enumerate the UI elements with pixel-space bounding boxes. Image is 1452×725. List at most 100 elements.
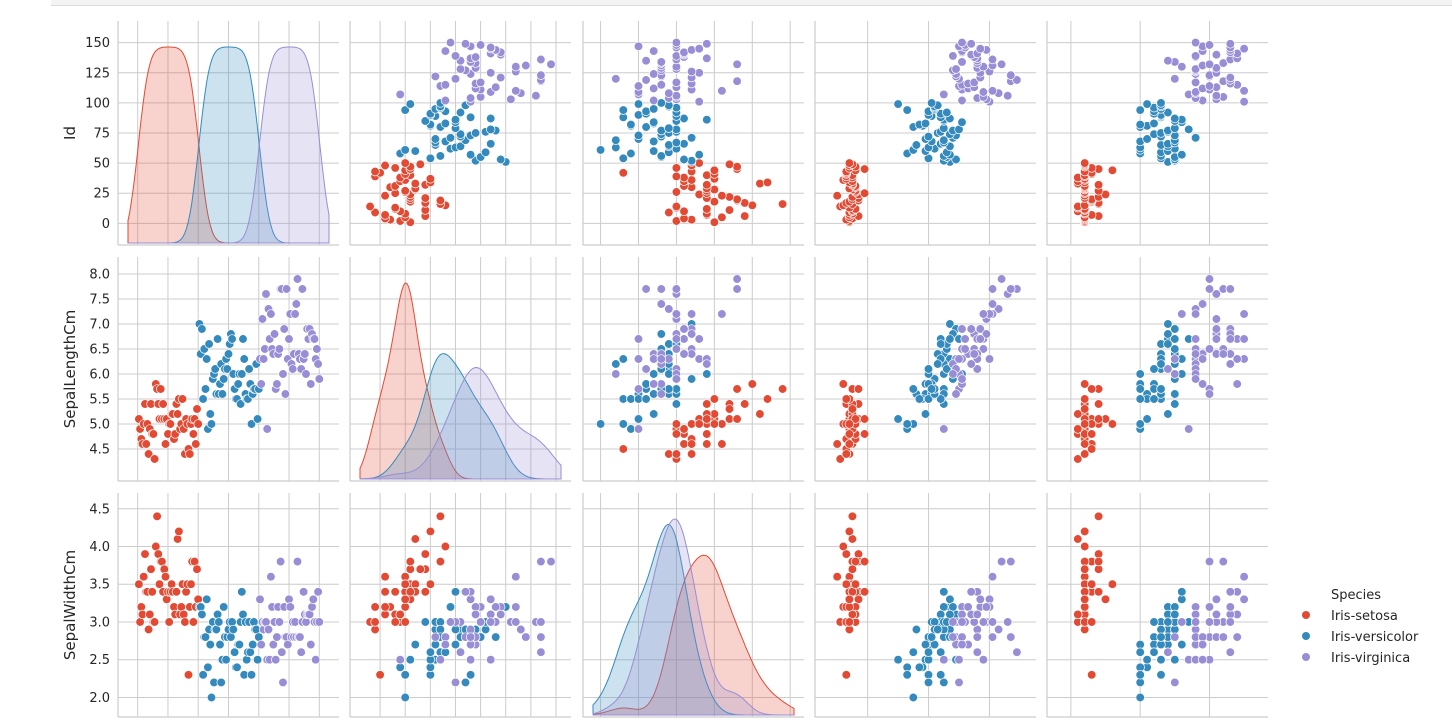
point-Iris-setosa bbox=[1093, 414, 1104, 424]
point-Iris-versicolor bbox=[246, 419, 257, 429]
point-Iris-virginica bbox=[984, 354, 995, 364]
point-Iris-virginica bbox=[633, 41, 644, 51]
point-Iris-virginica bbox=[496, 609, 506, 620]
point-Iris-versicolor bbox=[1190, 133, 1201, 143]
point-Iris-setosa bbox=[717, 212, 727, 222]
point-Iris-virginica bbox=[511, 572, 521, 582]
point-Iris-virginica bbox=[313, 587, 323, 597]
point-Iris-virginica bbox=[1225, 602, 1235, 612]
point-Iris-versicolor bbox=[1184, 124, 1194, 135]
point-Iris-setosa bbox=[141, 439, 151, 449]
point-Iris-setosa bbox=[440, 541, 451, 552]
point-Iris-versicolor bbox=[435, 151, 446, 161]
point-Iris-versicolor bbox=[216, 677, 226, 688]
point-Iris-virginica bbox=[656, 299, 666, 309]
point-Iris-setosa bbox=[679, 172, 689, 183]
y-axis-label-sepal-width: SepalWidthCm bbox=[61, 550, 79, 660]
point-Iris-versicolor bbox=[656, 151, 666, 161]
point-Iris-virginica bbox=[978, 617, 989, 627]
point-Iris-virginica bbox=[274, 617, 285, 627]
point-Iris-setosa bbox=[140, 549, 150, 559]
point-Iris-virginica bbox=[981, 329, 992, 339]
point-Iris-versicolor bbox=[1163, 319, 1173, 329]
point-Iris-setosa bbox=[1087, 444, 1097, 454]
point-Iris-virginica bbox=[633, 334, 644, 344]
point-Iris-virginica bbox=[1204, 274, 1215, 284]
point-Iris-versicolor bbox=[1149, 394, 1159, 404]
point-Iris-virginica bbox=[486, 68, 496, 78]
point-Iris-setosa bbox=[664, 207, 674, 218]
point-Iris-versicolor bbox=[933, 359, 943, 369]
point-Iris-virginica bbox=[954, 677, 964, 688]
point-Iris-setosa bbox=[618, 444, 628, 454]
point-Iris-setosa bbox=[838, 379, 848, 389]
point-Iris-virginica bbox=[1006, 556, 1016, 567]
point-Iris-virginica bbox=[972, 364, 982, 374]
point-Iris-setosa bbox=[844, 439, 855, 449]
point-Iris-setosa bbox=[1087, 429, 1097, 439]
point-Iris-setosa bbox=[679, 206, 689, 216]
point-Iris-virginica bbox=[297, 284, 308, 294]
point-Iris-virginica bbox=[311, 655, 321, 665]
point-Iris-setosa bbox=[709, 419, 720, 429]
y-tick-label: 4.0 bbox=[89, 540, 110, 555]
point-Iris-versicolor bbox=[200, 632, 211, 642]
point-Iris-virginica bbox=[954, 354, 964, 364]
point-Iris-versicolor bbox=[237, 369, 247, 379]
point-Iris-virginica bbox=[694, 334, 704, 344]
point-Iris-setosa bbox=[148, 429, 159, 439]
point-Iris-virginica bbox=[435, 655, 446, 665]
point-Iris-virginica bbox=[656, 284, 666, 294]
point-Iris-virginica bbox=[1204, 602, 1215, 612]
point-Iris-versicolor bbox=[957, 117, 967, 127]
point-Iris-setosa bbox=[859, 188, 870, 198]
point-Iris-setosa bbox=[853, 384, 864, 394]
point-Iris-virginica bbox=[279, 324, 289, 334]
point-Iris-virginica bbox=[460, 587, 471, 597]
point-Iris-versicolor bbox=[405, 655, 415, 665]
point-Iris-versicolor bbox=[926, 384, 937, 394]
point-Iris-versicolor bbox=[923, 131, 934, 142]
point-Iris-virginica bbox=[256, 639, 266, 650]
point-Iris-setosa bbox=[191, 439, 201, 449]
point-Iris-setosa bbox=[380, 602, 390, 612]
point-Iris-versicolor bbox=[1170, 113, 1180, 124]
point-Iris-versicolor bbox=[450, 639, 461, 650]
point-Iris-virginica bbox=[1225, 587, 1235, 597]
point-Iris-virginica bbox=[1204, 81, 1215, 91]
point-Iris-virginica bbox=[1204, 556, 1215, 567]
point-Iris-setosa bbox=[724, 404, 735, 414]
point-Iris-setosa bbox=[1087, 384, 1097, 394]
point-Iris-setosa bbox=[1080, 419, 1090, 429]
point-Iris-setosa bbox=[841, 549, 851, 559]
point-Iris-virginica bbox=[1211, 609, 1222, 620]
point-Iris-versicolor bbox=[206, 692, 217, 703]
point-Iris-virginica bbox=[1190, 309, 1201, 319]
point-Iris-setosa bbox=[1073, 609, 1083, 620]
point-Iris-virginica bbox=[1204, 284, 1215, 294]
point-Iris-virginica bbox=[521, 60, 531, 71]
point-Iris-versicolor bbox=[1135, 419, 1145, 429]
point-Iris-setosa bbox=[1073, 409, 1083, 419]
point-Iris-virginica bbox=[633, 354, 644, 364]
point-Iris-versicolor bbox=[641, 122, 651, 132]
point-Iris-virginica bbox=[430, 71, 441, 82]
point-Iris-virginica bbox=[516, 624, 526, 635]
point-Iris-versicolor bbox=[205, 639, 215, 650]
point-Iris-virginica bbox=[641, 284, 651, 294]
point-Iris-setosa bbox=[400, 579, 410, 589]
point-Iris-setosa bbox=[671, 449, 682, 459]
point-Iris-virginica bbox=[295, 632, 305, 642]
point-Iris-virginica bbox=[266, 309, 276, 319]
point-Iris-virginica bbox=[686, 66, 697, 77]
point-Iris-versicolor bbox=[893, 655, 903, 665]
y-tick-label: 6.5 bbox=[89, 343, 110, 358]
point-Iris-virginica bbox=[702, 359, 712, 369]
point-Iris-versicolor bbox=[223, 349, 234, 359]
point-Iris-versicolor bbox=[205, 409, 215, 419]
point-Iris-versicolor bbox=[1170, 655, 1180, 665]
kde-Iris-virginica bbox=[592, 518, 794, 716]
legend-label-virginica: Iris-virginica bbox=[1331, 651, 1410, 666]
point-Iris-versicolor bbox=[1156, 655, 1166, 665]
point-Iris-virginica bbox=[611, 74, 621, 84]
